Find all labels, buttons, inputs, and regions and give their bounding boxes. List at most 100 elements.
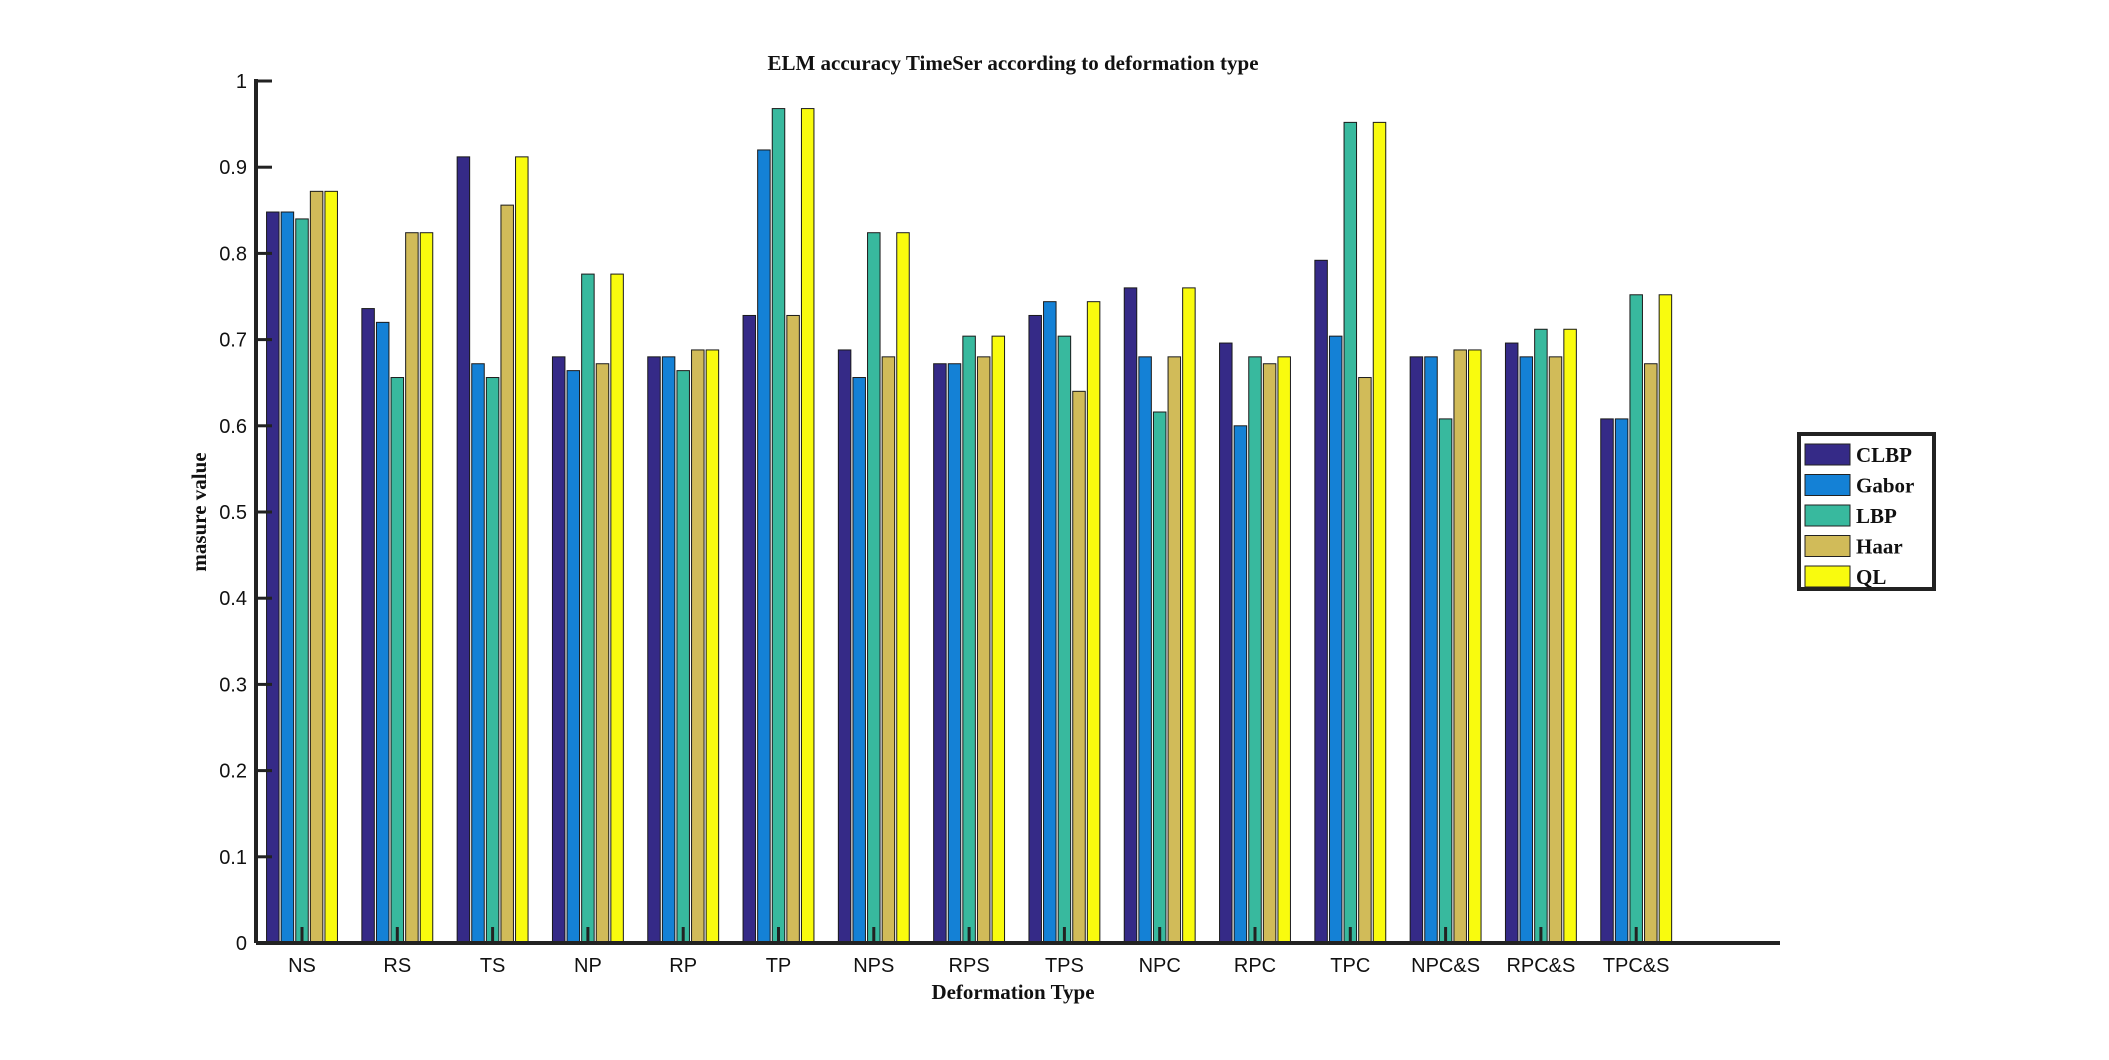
legend-swatch-ql bbox=[1804, 565, 1851, 588]
y-tick-label: 1 bbox=[236, 71, 247, 93]
x-tick-label: RP bbox=[669, 955, 697, 977]
legend-swatch-clbp bbox=[1804, 443, 1851, 466]
legend-swatch-haar bbox=[1804, 535, 1851, 557]
bar-gabor-ts bbox=[471, 363, 485, 944]
bar-lbp-rpc bbox=[1248, 356, 1262, 944]
bar-gabor-npc bbox=[1138, 356, 1152, 944]
bar-lbp-rps bbox=[962, 335, 976, 944]
bar-ql-nps bbox=[896, 232, 910, 944]
bar-haar-rpc bbox=[1262, 363, 1277, 944]
bar-clbp-tp bbox=[742, 314, 757, 944]
bar-lbp-nps bbox=[867, 232, 881, 944]
x-tick-label: NS bbox=[288, 955, 316, 977]
x-tick-label: TP bbox=[766, 955, 792, 977]
y-tick-label: 0.8 bbox=[219, 243, 247, 265]
x-tick-label: TPC&S bbox=[1603, 955, 1670, 977]
legend-label-haar: Haar bbox=[1856, 535, 1903, 559]
chart-title: ELM accuracy TimeSer according to deform… bbox=[767, 51, 1258, 75]
bar-haar-np bbox=[595, 363, 610, 944]
bar-ql-rpcands bbox=[1563, 328, 1577, 944]
bar-gabor-rpc bbox=[1233, 425, 1248, 944]
y-tick-label: 0.6 bbox=[219, 416, 247, 438]
y-tick-label: 0.1 bbox=[219, 847, 247, 869]
bar-haar-npcands bbox=[1453, 349, 1467, 944]
bar-lbp-tpcands bbox=[1629, 294, 1643, 944]
x-tick-label: TPC bbox=[1330, 955, 1370, 977]
legend-label-ql: QL bbox=[1856, 565, 1886, 589]
bar-lbp-tps bbox=[1057, 335, 1072, 944]
bar-gabor-ns bbox=[280, 211, 295, 944]
x-axis-label: Deformation Type bbox=[931, 980, 1094, 1004]
y-tick-label: 0 bbox=[236, 933, 247, 955]
x-tick-label: NPS bbox=[853, 955, 894, 977]
bar-haar-tpcands bbox=[1644, 363, 1658, 944]
bar-clbp-rps bbox=[933, 363, 947, 944]
bar-gabor-rpcands bbox=[1519, 356, 1534, 944]
bar-haar-npc bbox=[1167, 356, 1182, 944]
bar-lbp-npcands bbox=[1438, 418, 1453, 944]
bar-ql-npcands bbox=[1468, 349, 1482, 944]
y-tick-label: 0.7 bbox=[219, 330, 247, 352]
y-axis-label: masure value bbox=[187, 452, 211, 571]
bar-ql-rs bbox=[419, 232, 434, 944]
bars-layer bbox=[266, 108, 1673, 944]
bar-ql-tps bbox=[1086, 301, 1101, 944]
x-tick-label: NPC bbox=[1139, 955, 1181, 977]
bar-lbp-rpcands bbox=[1534, 328, 1548, 944]
y-tick-label: 0.5 bbox=[219, 502, 247, 524]
bar-ql-np bbox=[610, 273, 624, 944]
bar-ql-npc bbox=[1182, 287, 1196, 944]
bar-clbp-ts bbox=[456, 156, 471, 944]
y-tick-label: 0.4 bbox=[219, 588, 247, 610]
bar-haar-rpcands bbox=[1548, 356, 1563, 944]
bar-haar-nps bbox=[881, 356, 896, 944]
bar-clbp-rp bbox=[647, 356, 661, 944]
bar-haar-rps bbox=[976, 356, 991, 944]
y-tick-label: 0.2 bbox=[219, 761, 247, 783]
bar-gabor-tps bbox=[1043, 301, 1057, 944]
x-tick-label: RPC bbox=[1234, 955, 1276, 977]
bar-haar-rp bbox=[691, 349, 705, 944]
bar-lbp-rp bbox=[676, 370, 690, 944]
bar-lbp-npc bbox=[1152, 411, 1167, 944]
bar-gabor-np bbox=[566, 370, 581, 944]
legend-swatch-gabor bbox=[1804, 474, 1851, 496]
bar-ql-rps bbox=[991, 335, 1006, 944]
bar-clbp-tpc bbox=[1314, 259, 1328, 944]
legend-swatch-lbp bbox=[1804, 504, 1851, 527]
bar-ql-tp bbox=[800, 108, 815, 944]
legend: CLBP Gabor LBP Haar QL bbox=[1797, 432, 1936, 591]
bar-clbp-rpc bbox=[1219, 342, 1233, 944]
bar-clbp-npc bbox=[1123, 287, 1138, 944]
x-tick-label: TS bbox=[480, 955, 506, 977]
bar-lbp-rs bbox=[390, 377, 405, 944]
bar-haar-ts bbox=[500, 204, 514, 944]
bar-gabor-rs bbox=[375, 321, 390, 944]
bar-gabor-rps bbox=[947, 363, 962, 944]
x-tick-label: RPS bbox=[949, 955, 990, 977]
bar-ql-tpc bbox=[1372, 121, 1387, 944]
bar-gabor-tpcands bbox=[1614, 418, 1629, 944]
bar-clbp-ns bbox=[266, 211, 280, 944]
bar-haar-tpc bbox=[1358, 377, 1372, 944]
bar-lbp-np bbox=[581, 273, 595, 944]
bar-lbp-tpc bbox=[1343, 121, 1358, 944]
bar-clbp-rpcands bbox=[1504, 342, 1519, 944]
y-tick-label: 0.3 bbox=[219, 674, 247, 696]
bar-haar-tps bbox=[1072, 390, 1086, 944]
bar-clbp-np bbox=[551, 356, 566, 944]
legend-label-lbp: LBP bbox=[1856, 504, 1897, 528]
bar-gabor-rp bbox=[661, 356, 676, 944]
legend-label-clbp: CLBP bbox=[1856, 443, 1912, 467]
bar-gabor-tp bbox=[757, 149, 771, 944]
bar-lbp-ts bbox=[485, 377, 500, 944]
bar-ql-tpcands bbox=[1658, 294, 1673, 944]
legend-label-gabor: Gabor bbox=[1856, 474, 1914, 498]
x-tick-label: NPC&S bbox=[1411, 955, 1480, 977]
x-tick-label: RPC&S bbox=[1506, 955, 1575, 977]
bar-clbp-tps bbox=[1028, 314, 1042, 944]
bar-gabor-nps bbox=[852, 377, 866, 944]
bar-clbp-rs bbox=[361, 308, 375, 944]
